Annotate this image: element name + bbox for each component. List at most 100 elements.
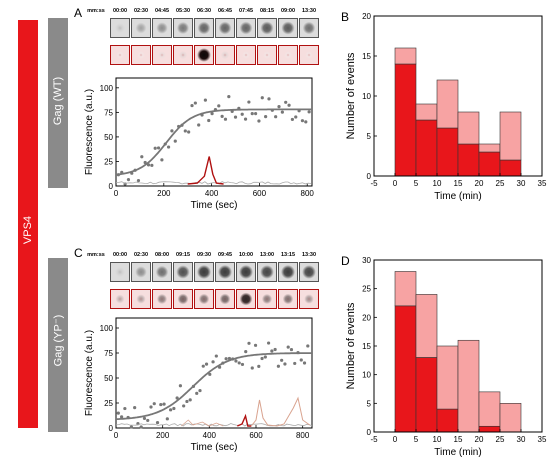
y-tick-label: 25 [104,399,113,408]
grayscale-frame [215,262,235,282]
y-tick-label: 0 [367,428,372,437]
data-point [188,398,192,402]
data-point [240,112,244,116]
grayscale-frame [173,18,193,38]
y-tick-label: 100 [100,84,114,93]
data-point [257,364,261,368]
x-tick-label: 25 [496,435,505,444]
data-point [133,406,137,410]
data-point [240,362,245,367]
data-point [250,111,254,116]
x-axis-label: Time (sec) [191,442,238,453]
timestamp-label: 13:15 [280,252,296,258]
grayscale-frame [110,18,130,38]
data-point [264,115,268,119]
data-point [207,118,211,123]
y-tick-label: 0 [109,182,114,191]
data-point [166,145,171,149]
data-point [139,425,143,429]
y-tick-label: 20 [362,313,371,322]
red-channel-frame [110,289,130,309]
x-tick-label: 800 [301,189,315,198]
red-channel-frame [278,289,298,309]
data-point [150,163,154,167]
x-tick-label: 30 [517,179,526,188]
timestamp-label: 09:00 [280,8,296,14]
grayscale-frame [299,262,319,282]
red-channel-frame [194,45,214,65]
histogram-bar [478,425,501,433]
x-tick-label: 25 [496,179,505,188]
x-axis-label: Time (sec) [191,200,238,211]
timestamp-header: mm:ss [87,252,105,258]
red-channel-frame [152,289,172,309]
data-point [173,139,177,143]
data-point [270,349,274,353]
red-channel-frame [299,289,319,309]
data-point [136,178,141,183]
histogram-bar [478,151,501,177]
y-axis-label: Fluorescence (a.u.) [84,330,95,416]
x-tick-label: 15 [454,179,463,188]
x-tick-label: 5 [414,179,419,188]
data-point [220,114,224,118]
data-point [247,341,251,345]
timestamp-label: 10:00 [238,252,254,258]
timestamp-header: mm:ss [87,8,105,14]
x-tick-label: 600 [253,189,267,198]
histogram-bar [436,79,459,129]
x-tick-label: 200 [157,189,171,198]
data-point [274,115,278,119]
data-point [178,384,182,388]
plot-frame [115,77,313,187]
timestamp-label: 09:45 [217,252,233,258]
timestamp-label: 09:15 [175,252,191,258]
vps4-trace [237,413,252,427]
gag-yp-bar [48,258,68,432]
grayscale-frame [152,18,172,38]
data-point [217,104,221,108]
sigmoid-fit-line [115,108,312,176]
x-tick-label: 0 [393,179,398,188]
histogram-bar [394,305,417,433]
y-tick-label: 0 [109,424,114,433]
x-tick-label: 400 [205,189,219,198]
x-tick-label: 30 [517,435,526,444]
timestamp-label: 02:30 [133,252,149,258]
red-channel-frame [152,45,172,65]
x-tick-label: 0 [393,435,398,444]
x-tick-label: 35 [538,179,547,188]
x-tick-label: 20 [475,435,484,444]
data-point [162,402,166,406]
red-channel-frame [173,289,193,309]
grayscale-frame [257,262,277,282]
red-channel-frame [110,45,130,65]
data-point [253,343,258,347]
histogram-bar [415,294,438,358]
filmstrip-c: mm:ss 00:00 02:30 08:00 09:15 09:30 09:45 10:00… [86,250,319,314]
red-channel-frame [194,289,214,309]
data-point [293,361,297,366]
vps4-trace [187,156,224,185]
gag-yp-label: Gag (YP⁻) [52,314,65,367]
y-tick-label: 20 [362,12,371,21]
x-axis-label: Time (min) [434,447,481,458]
timestamp-label: 08:00 [154,252,170,258]
x-tick-label: 35 [538,435,547,444]
data-point [244,350,248,354]
grayscale-frame [278,262,298,282]
timestamp-label: 06:30 [196,8,212,14]
x-tick-label: 15 [454,435,463,444]
data-point [204,362,209,366]
data-point [263,355,267,359]
data-point [302,361,307,365]
timestamp-label: 13:30 [301,252,317,258]
data-point [190,103,194,108]
data-point [146,418,150,423]
y-tick-label: 30 [362,256,371,265]
data-point [198,388,202,393]
x-tick-label: 0 [114,431,119,440]
red-channel-frame [278,45,298,65]
